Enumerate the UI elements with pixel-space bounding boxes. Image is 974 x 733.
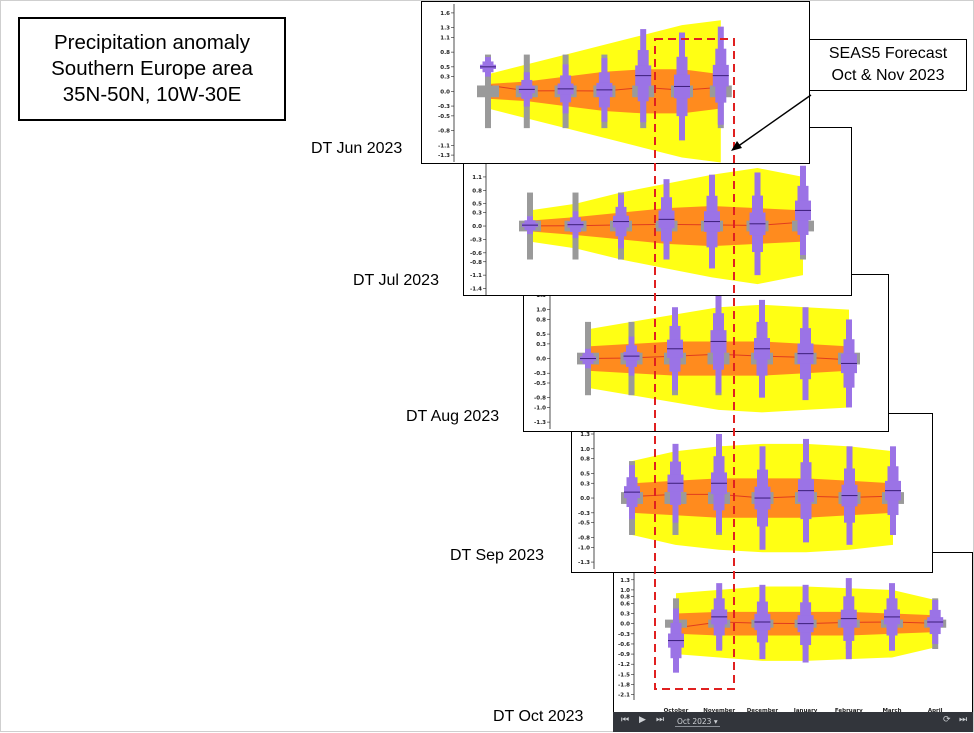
y-tick-label: 0.5 — [536, 332, 546, 338]
x-tick-label: February — [835, 708, 863, 714]
y-tick-label: 1.3 — [580, 432, 590, 438]
annotation-line-1: SEAS5 Forecast — [828, 45, 948, 62]
x-tick-label: October — [664, 708, 689, 714]
y-tick-label: 1.0 — [620, 588, 630, 594]
y-tick-label: -0.8 — [470, 260, 482, 266]
chart-panel-sep-2023: 1.3 1.0 0.8 0.5 0.3 0.0 -0.3 -0.5 -0.8 -1.0 -1.3 — [571, 413, 933, 573]
y-tick-label: 0.5 — [580, 471, 590, 477]
y-tick-label: 0.3 — [536, 342, 546, 348]
label-dt-jun-2023: DT Jun 2023 — [311, 140, 403, 157]
climate-box — [477, 85, 499, 98]
y-tick-label: 0.0 — [472, 224, 482, 230]
y-tick-label: 0.8 — [536, 317, 546, 323]
y-tick-label: 1.0 — [536, 308, 546, 314]
y-tick-label: -1.0 — [578, 545, 590, 551]
y-tick-label: -0.3 — [578, 511, 590, 517]
y-tick-label: -0.5 — [578, 521, 590, 527]
y-tick-label: 1.3 — [536, 293, 546, 299]
y-tick-label: -1.3 — [534, 420, 546, 426]
y-tick-label: -0.3 — [534, 371, 546, 377]
y-tick-label: 0.0 — [580, 496, 590, 502]
y-tick-label: -1.1 — [470, 273, 482, 279]
date-select[interactable]: Oct 2023 ▾ — [675, 717, 720, 727]
label-dt-sep-2023: DT Sep 2023 — [450, 547, 544, 564]
y-tick-label: 0.0 — [536, 357, 546, 363]
play-icon[interactable]: ▶ — [639, 715, 646, 725]
y-tick-label: 0.8 — [620, 595, 630, 601]
y-tick-label: -1.4 — [470, 287, 482, 293]
y-tick-label: 1.1 — [472, 175, 482, 181]
y-tick-label: 1.0 — [580, 447, 590, 453]
skip-end-icon[interactable]: ⏭ — [656, 715, 665, 725]
y-tick-label: 0.5 — [440, 65, 450, 71]
y-tick-label: 0.8 — [580, 457, 590, 463]
annotation-line-2: Oct & Nov 2023 — [831, 67, 945, 84]
y-tick-label: 0.5 — [472, 202, 482, 208]
y-tick-label: 0.0 — [440, 89, 450, 95]
y-tick-label: 1.3 — [440, 26, 450, 32]
forecast-annotation: SEAS5 Forecast Oct & Nov 2023 — [809, 39, 967, 91]
y-tick-label: -0.8 — [534, 396, 546, 402]
y-tick-label: -0.5 — [438, 114, 450, 120]
y-tick-label: 1.3 — [620, 578, 630, 584]
skip-start-icon[interactable]: ⏮ — [621, 715, 630, 725]
y-tick-label: -1.5 — [618, 672, 630, 678]
y-tick-label: 1.6 — [440, 11, 450, 17]
y-tick-label: -0.3 — [438, 104, 450, 110]
title-line-3: 35N-50N, 10W-30E — [62, 83, 242, 106]
y-tick-label: -1.2 — [618, 662, 630, 668]
chart-panel-aug-2023: 1.3 1.0 0.8 0.5 0.3 0.0 -0.3 -0.5 -0.8 -1.0 -1.3 — [523, 274, 889, 432]
y-tick-label: -0.8 — [578, 535, 590, 541]
y-tick-label: -1.8 — [618, 682, 630, 688]
y-tick-label: -0.3 — [470, 237, 482, 243]
y-tick-label: 0.0 — [620, 622, 630, 628]
x-tick-label: March — [882, 708, 901, 714]
y-tick-label: 0.6 — [620, 601, 630, 607]
playback-bar: ⏮ ▶ ⏭ Oct 2023 ▾ ⟳ ⏭ — [613, 712, 973, 732]
skip-next-icon[interactable]: ⏭ — [959, 715, 968, 725]
y-tick-label: -1.3 — [578, 560, 590, 566]
y-tick-label: -0.6 — [470, 251, 482, 257]
chart-svg: 1.3 1.0 0.8 0.5 0.3 0.0 -0.3 -0.5 -0.8 -1.0 -1.3 — [578, 430, 904, 569]
x-tick-label: November — [703, 708, 735, 714]
x-tick-label: January — [793, 708, 818, 714]
title-line-2: Southern Europe area — [51, 57, 253, 80]
label-dt-oct-2023: DT Oct 2023 — [493, 708, 584, 725]
y-tick-label: 0.3 — [580, 481, 590, 487]
y-tick-label: 0.8 — [472, 188, 482, 194]
label-dt-aug-2023: DT Aug 2023 — [406, 408, 500, 425]
y-tick-label: -2.1 — [618, 693, 630, 699]
y-tick-label: 0.3 — [440, 75, 450, 81]
title-box: Precipitation anomaly Southern Europe ar… — [18, 17, 286, 121]
x-tick-label: April — [928, 708, 943, 714]
y-tick-label: 0.8 — [440, 50, 450, 56]
y-tick-label: -1.3 — [438, 153, 450, 159]
chart-svg: 1.3 1.00.80.6 0.3 0.0 -0.3 -0.6 -0.9 -1.2 -1.5 -1… — [618, 569, 947, 714]
label-dt-jul-2023: DT Jul 2023 — [353, 272, 439, 289]
y-tick-label: -0.5 — [534, 381, 546, 387]
y-tick-label: -1.1 — [438, 143, 450, 149]
y-tick-label: 0.3 — [620, 612, 630, 618]
refresh-icon[interactable]: ⟳ — [943, 715, 951, 725]
y-tick-label: -0.8 — [438, 129, 450, 135]
y-tick-label: -1.0 — [534, 405, 546, 411]
chart-panel-oct-2023: 1.3 1.0 0.8 0.6 0.3 0.0 -0.3 -0.6 -0.9 -1.2 -1.5 -1… — [613, 552, 973, 732]
y-tick-label: 0.3 — [472, 211, 482, 217]
date-select-value: Oct 2023 — [677, 717, 712, 726]
y-tick-label: 1.1 — [440, 35, 450, 41]
chart-svg: 1.3 1.0 0.8 0.5 0.3 0.0 -0.3 -0.5 -0.8 -1.0 -1.3 — [534, 290, 860, 429]
chart-svg: 1.6 1.3 1.1 0.8 0.5 0.3 0.0 -0.3 -0.5 -0.8 -1.1 -1.… — [438, 4, 732, 163]
y-tick-label: -0.3 — [618, 632, 630, 638]
y-tick-label: -0.6 — [618, 642, 630, 648]
x-tick-label: December — [747, 708, 779, 714]
chart-panel-jun-2023: 1.6 1.3 1.1 0.8 0.5 0.3 0.0 -0.3 -0.5 -0.8 -1.1 -1.… — [421, 1, 810, 164]
y-tick-label: -0.9 — [618, 652, 630, 658]
title-line-1: Precipitation anomaly — [54, 31, 250, 54]
